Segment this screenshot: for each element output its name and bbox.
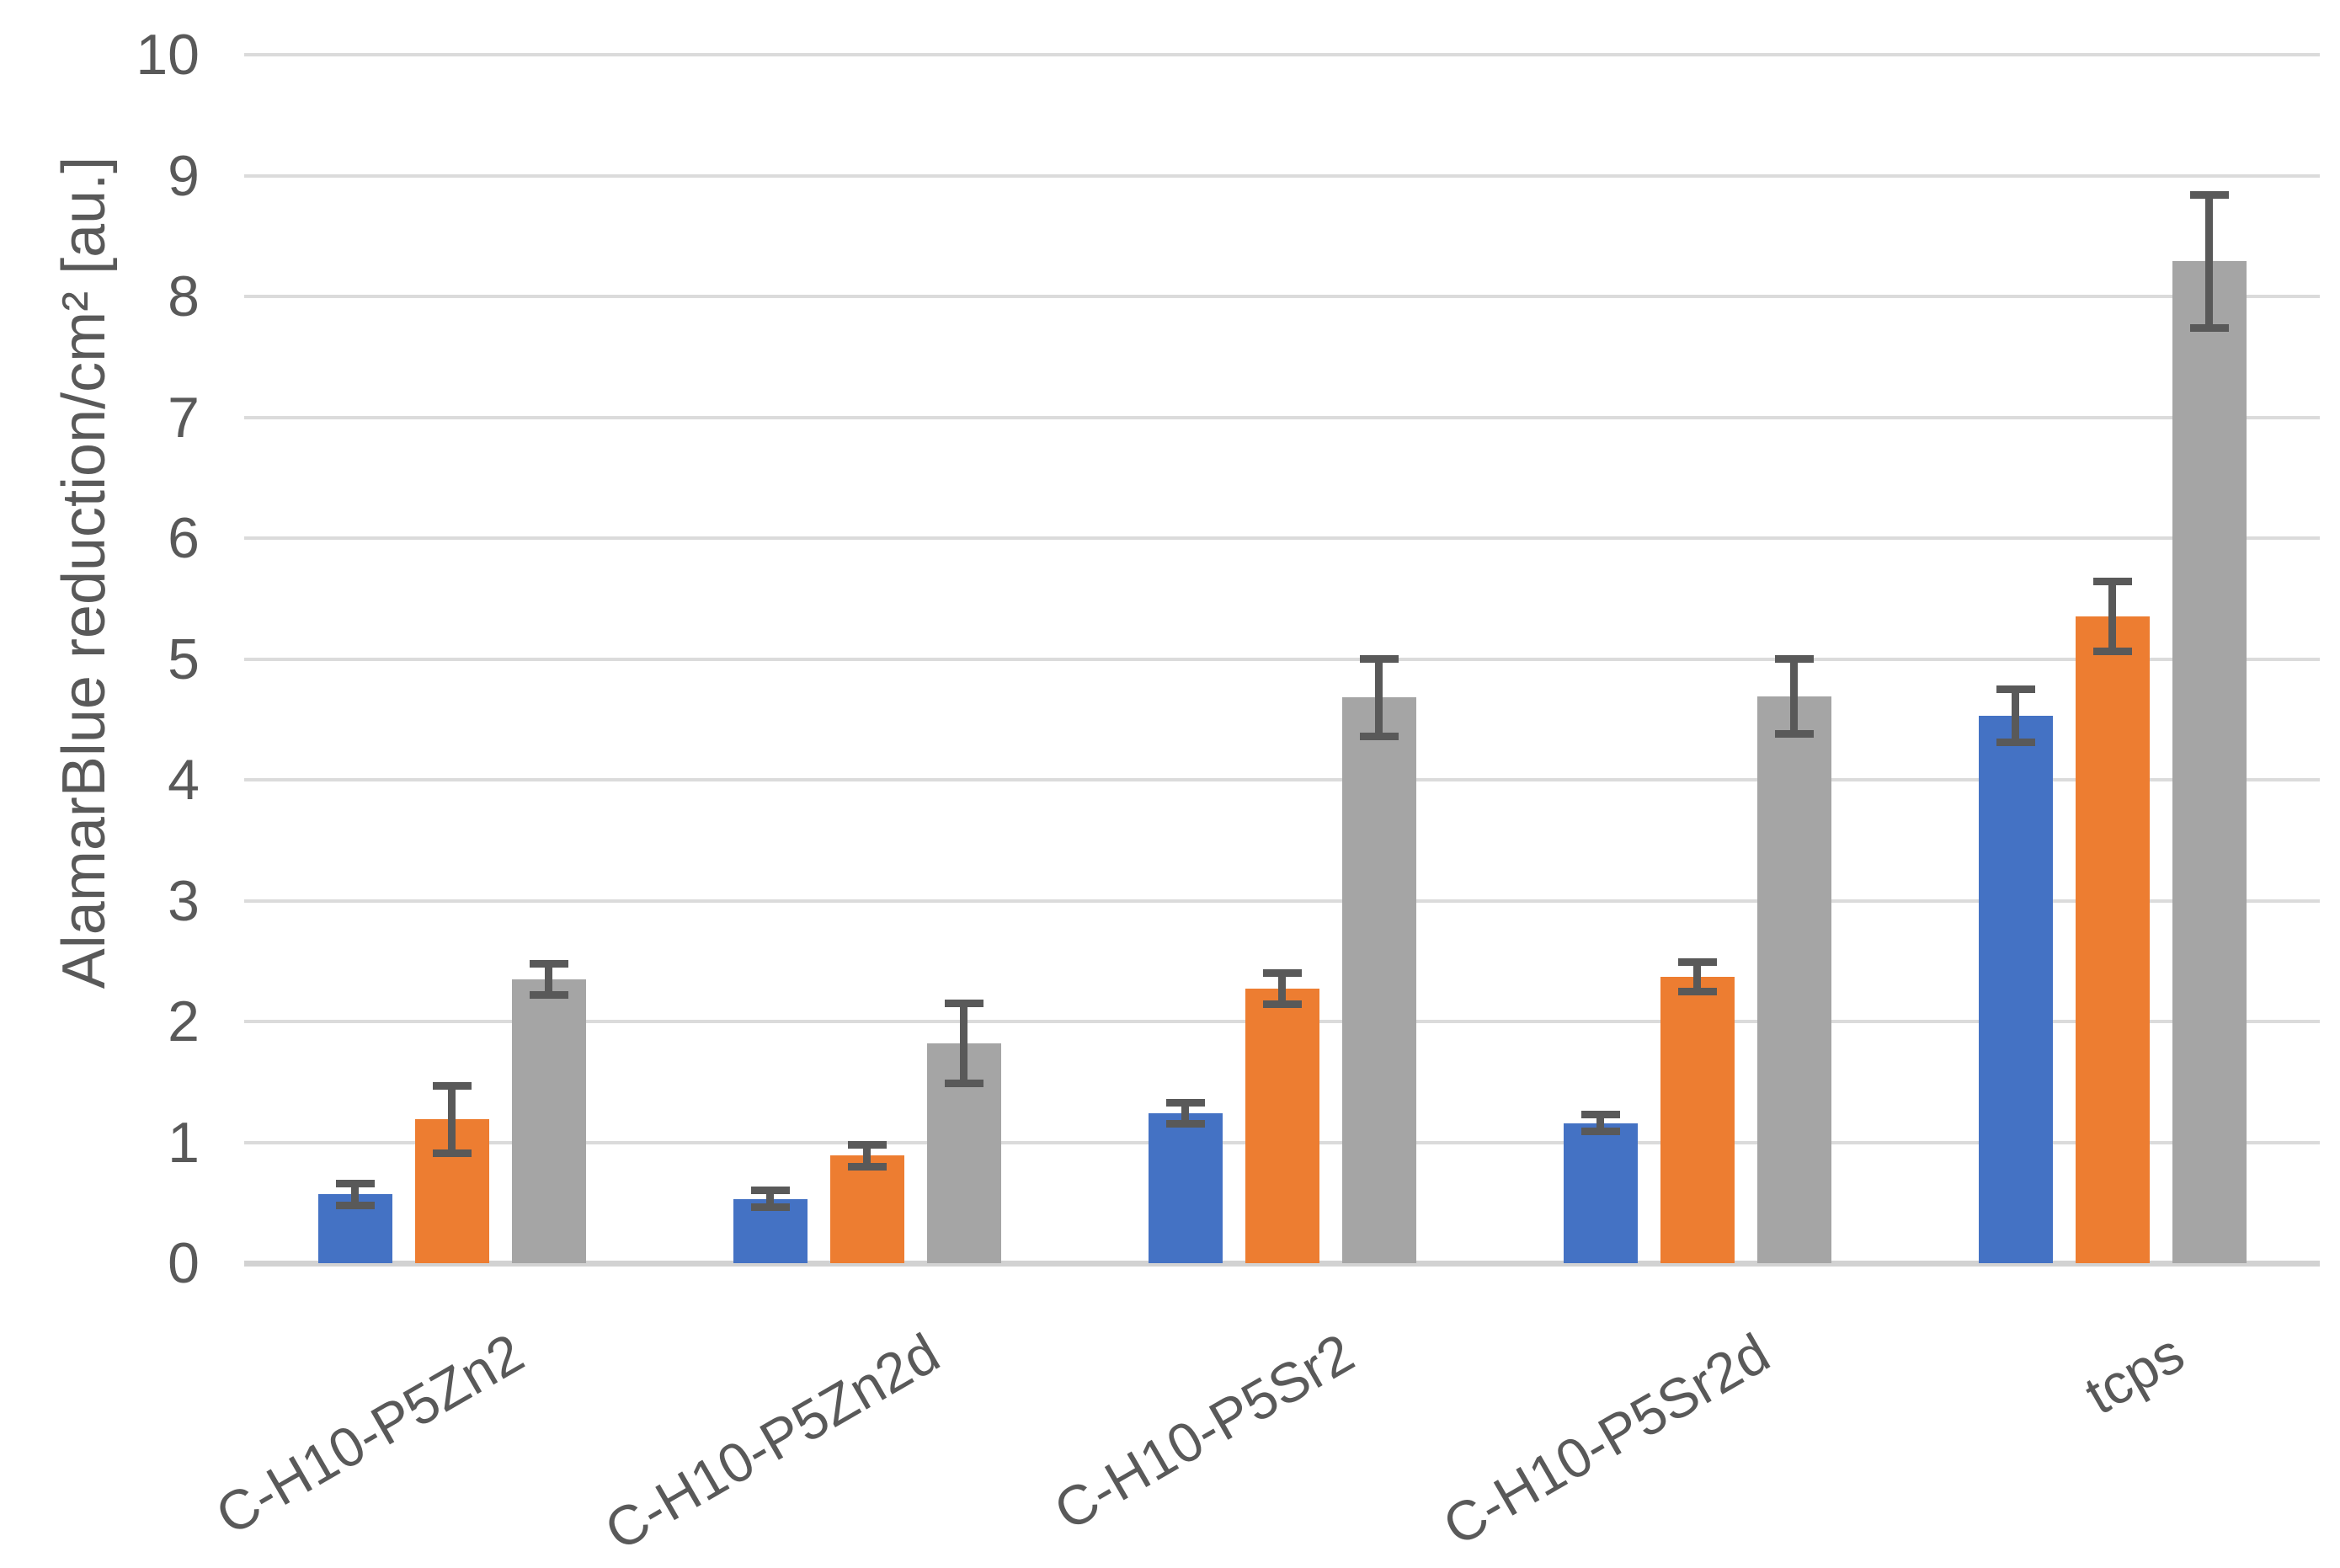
error-bar-line xyxy=(448,1085,456,1154)
error-bar-cap xyxy=(750,1203,790,1212)
x-axis-label-C-H10-P5Zn2d: C-H10-P5Zn2d xyxy=(594,1320,949,1562)
y-tick-label: 10 xyxy=(136,23,200,87)
error-bar-cap xyxy=(1774,655,1814,663)
error-bar-cap xyxy=(1262,1000,1302,1009)
y-tick-label: 2 xyxy=(168,989,200,1053)
bar-orange-series-tcps xyxy=(2075,616,2150,1263)
error-bar-cap xyxy=(1165,1120,1205,1128)
error-bar-cap xyxy=(2189,323,2229,332)
error-bar-line xyxy=(960,1003,967,1084)
error-bar-line xyxy=(351,1183,359,1206)
error-bar-cap xyxy=(335,1179,375,1187)
error-bar-line xyxy=(1278,973,1286,1005)
bar-gray-series-C-H10-P5Sr2d xyxy=(1756,696,1831,1263)
bar-gray-series-tcps xyxy=(2172,261,2247,1263)
bar-orange-series-C-H10-P5Sr2d xyxy=(1660,976,1735,1263)
error-bar-line xyxy=(2205,195,2213,328)
gridline xyxy=(244,778,2320,781)
bar-blue-series-C-H10-P5Sr2d xyxy=(1563,1123,1638,1263)
error-bar-line xyxy=(766,1190,774,1208)
error-bar-cap xyxy=(2092,578,2132,586)
error-bar-cap xyxy=(944,1079,983,1087)
y-tick-label: 7 xyxy=(168,385,200,450)
x-axis-label-C-H10-P5Zn2: C-H10-P5Zn2 xyxy=(205,1320,535,1547)
bar-blue-series-C-H10-P5Sr2 xyxy=(1148,1113,1223,1263)
y-tick-label: 6 xyxy=(168,506,200,570)
bar-orange-series-C-H10-P5Zn2d xyxy=(829,1155,904,1263)
error-bar-cap xyxy=(944,999,983,1007)
bar-gray-series-C-H10-P5Sr2 xyxy=(1341,697,1416,1263)
gridline xyxy=(244,173,2320,178)
error-bar-cap xyxy=(1580,1110,1620,1118)
error-bar-cap xyxy=(529,959,568,968)
x-axis-label-tcps: tcps xyxy=(2075,1320,2194,1427)
bar-orange-series-C-H10-P5Sr2 xyxy=(1245,989,1319,1263)
y-tick-label: 3 xyxy=(168,868,200,933)
error-bar-line xyxy=(1181,1102,1189,1124)
error-bar-cap xyxy=(432,1081,472,1090)
y-tick-label: 4 xyxy=(168,748,200,812)
error-bar-cap xyxy=(1165,1098,1205,1107)
error-bar-cap xyxy=(2092,648,2132,656)
y-tick-label: 8 xyxy=(168,264,200,328)
y-tick-label: 0 xyxy=(168,1231,200,1295)
x-axis-line xyxy=(244,1261,2320,1267)
error-bar-line xyxy=(1375,659,1383,737)
error-bar-cap xyxy=(1677,958,1717,967)
gridline xyxy=(244,53,2320,56)
bar-gray-series-C-H10-P5Zn2 xyxy=(511,979,586,1263)
error-bar-cap xyxy=(1359,732,1399,740)
gridline xyxy=(244,899,2320,903)
error-bar-line xyxy=(1790,659,1798,734)
error-bar-line xyxy=(2012,689,2019,743)
error-bar-cap xyxy=(847,1140,887,1149)
error-bar-line xyxy=(863,1144,871,1167)
error-bar-cap xyxy=(432,1149,472,1157)
gridline xyxy=(244,415,2320,419)
error-bar-line xyxy=(545,963,552,995)
error-bar-cap xyxy=(847,1162,887,1171)
error-bar-line xyxy=(2108,581,2116,652)
error-bar-cap xyxy=(1996,739,2035,746)
error-bar-cap xyxy=(1996,685,2035,693)
error-bar-line xyxy=(1596,1114,1604,1132)
error-bar-cap xyxy=(529,990,568,999)
x-axis-label-C-H10-P5Sr2d: C-H10-P5Sr2d xyxy=(1432,1320,1779,1558)
y-tick-label: 1 xyxy=(168,1110,200,1175)
error-bar-cap xyxy=(1359,655,1399,663)
error-bar-cap xyxy=(1774,729,1814,738)
error-bar-cap xyxy=(1580,1128,1620,1136)
x-axis-label-C-H10-P5Sr2: C-H10-P5Sr2 xyxy=(1043,1320,1364,1543)
error-bar-cap xyxy=(2189,190,2229,199)
error-bar-line xyxy=(1693,962,1701,992)
bar-blue-series-tcps xyxy=(1978,715,2053,1263)
y-tick-label: 9 xyxy=(168,143,200,208)
error-bar-cap xyxy=(1262,969,1302,978)
gridline xyxy=(244,657,2320,661)
error-bar-cap xyxy=(335,1201,375,1209)
error-bar-cap xyxy=(1677,987,1717,995)
y-tick-label: 5 xyxy=(168,627,200,691)
gridline xyxy=(244,295,2320,298)
gridline xyxy=(244,536,2320,540)
error-bar-cap xyxy=(750,1187,790,1195)
